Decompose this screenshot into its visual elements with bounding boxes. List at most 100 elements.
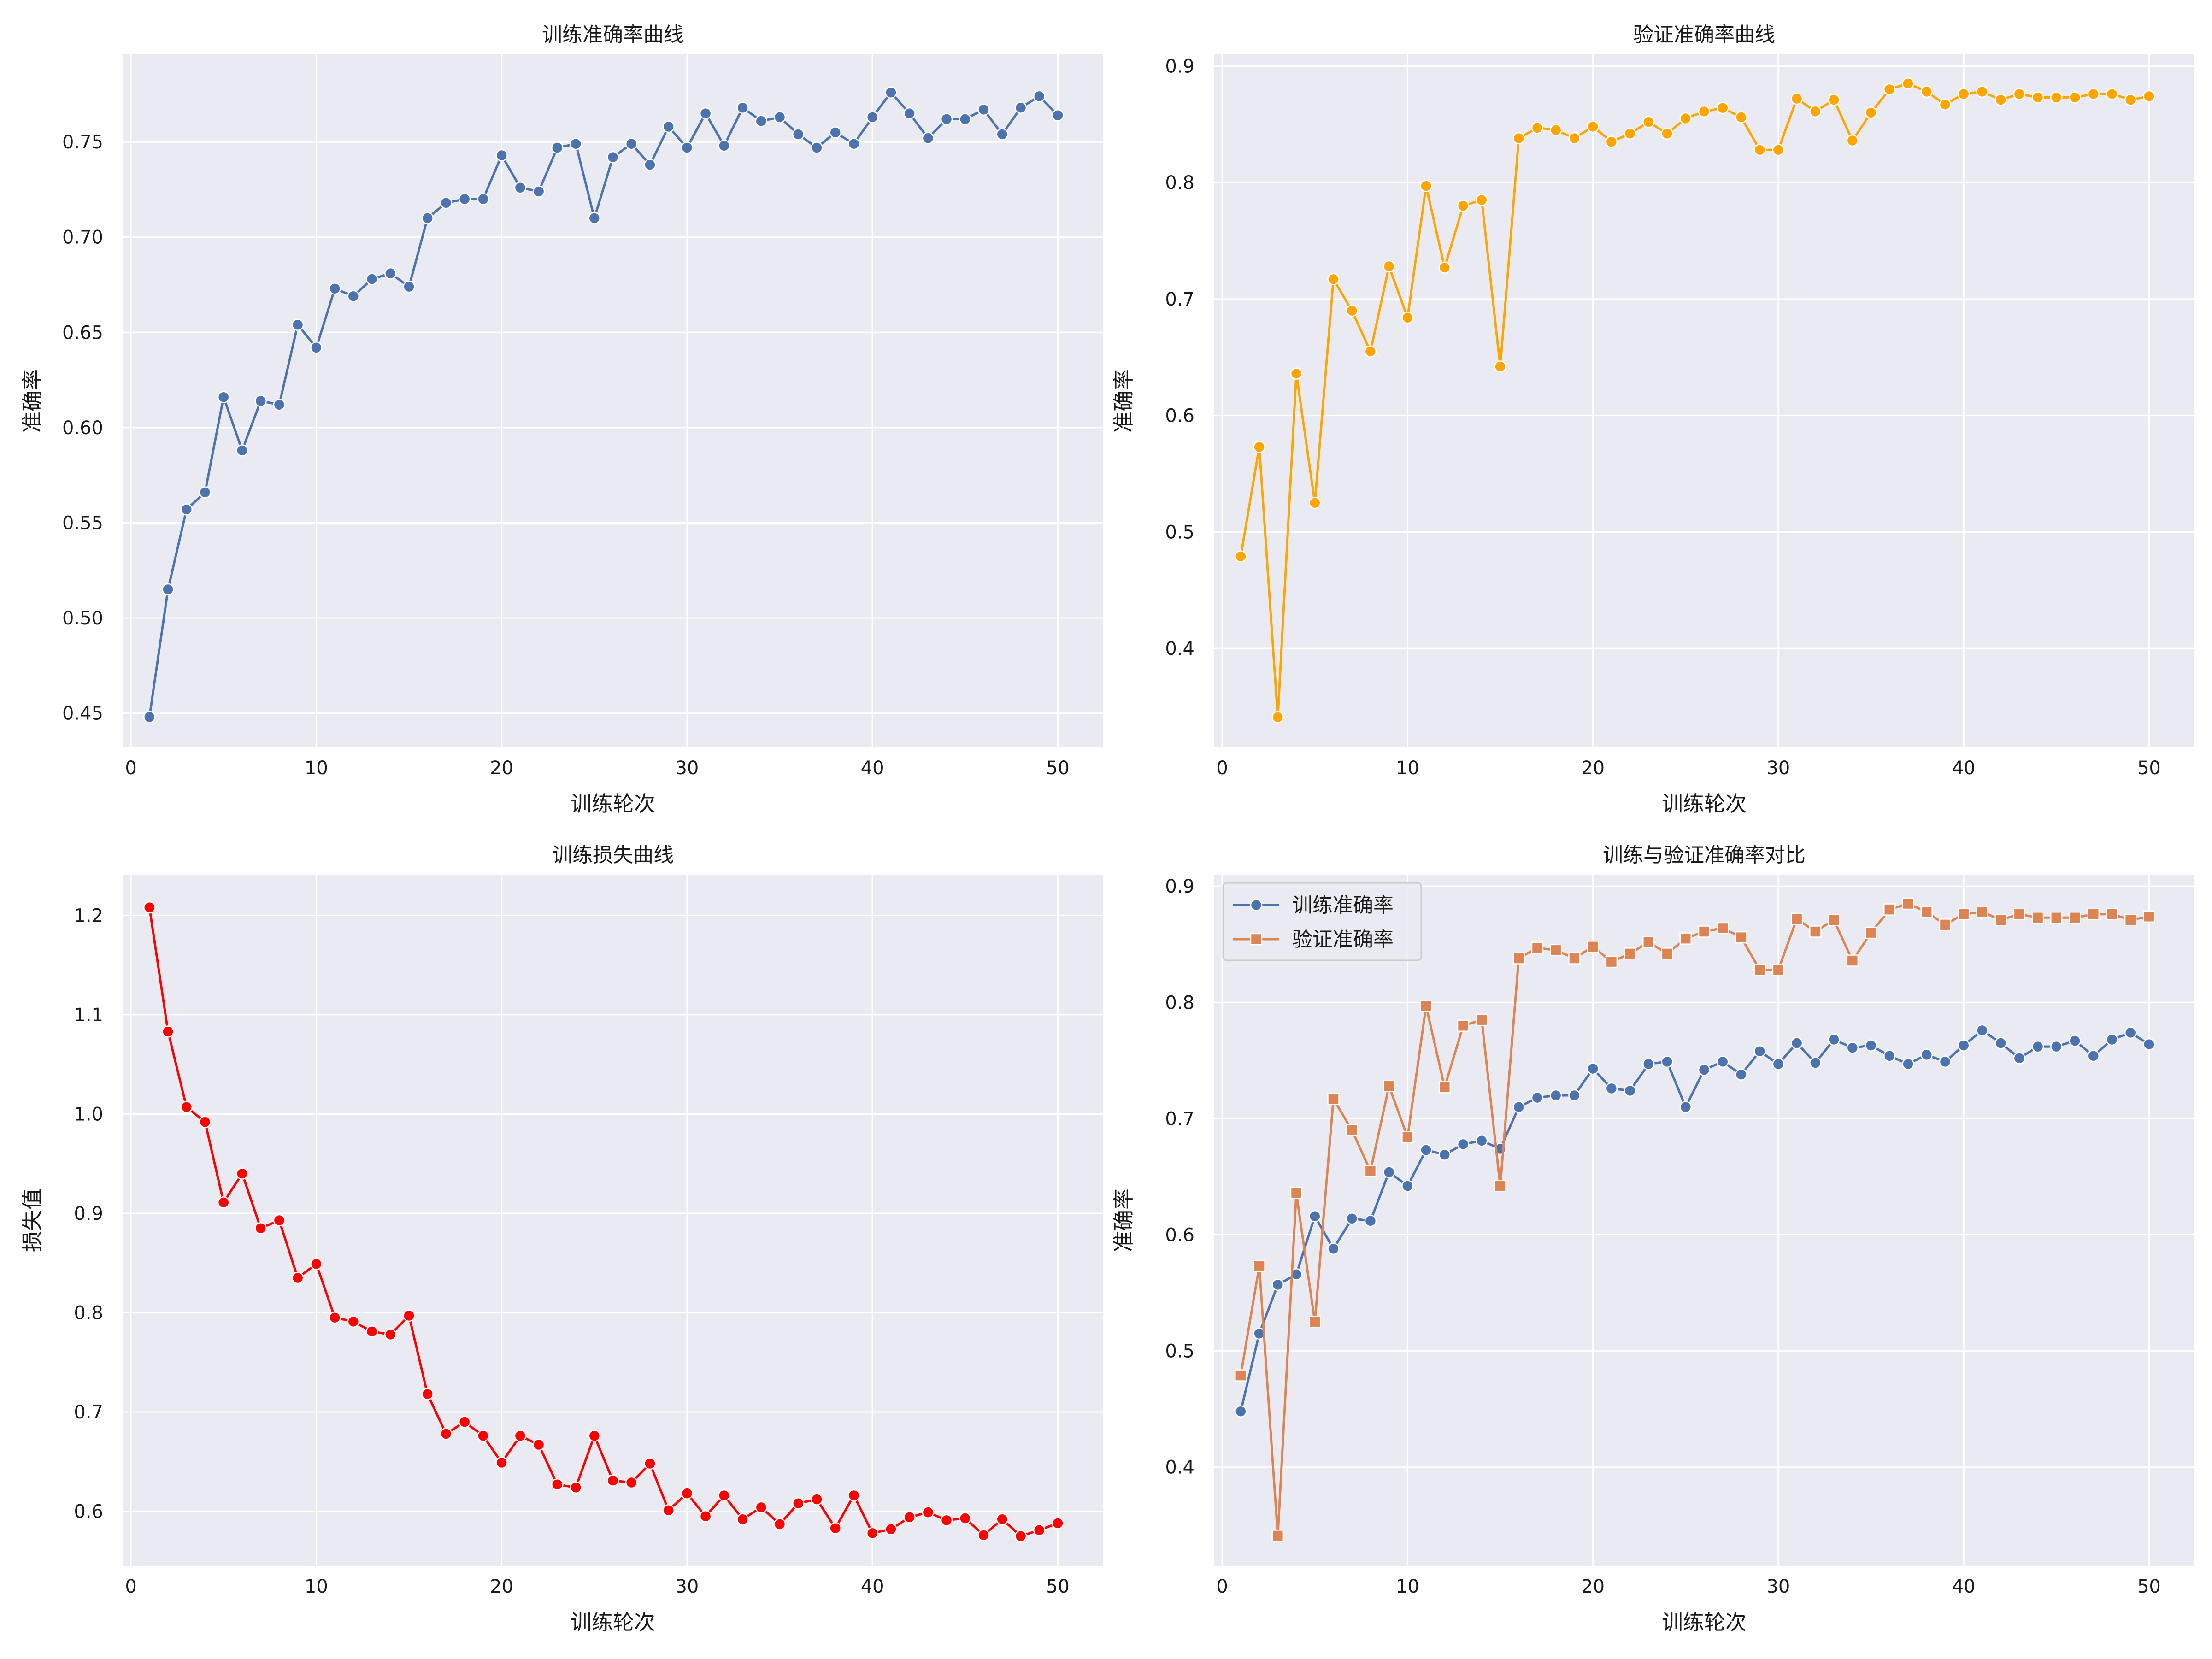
data-point [1549, 1089, 1562, 1102]
data-point [1790, 1037, 1803, 1049]
data-point [514, 181, 527, 194]
data-point [1568, 132, 1581, 145]
data-point [1308, 1210, 1321, 1223]
data-point [1994, 1037, 2007, 1049]
data-point [1790, 912, 1803, 925]
series-2 [1235, 897, 2155, 1542]
plot-area [1214, 54, 2194, 747]
chart-panel-2: 0 10 20 30 40 50 0.4 0.5 0.6 0.7 0.8 0.9 验证准确率曲线训练轮次… [1111, 23, 2194, 816]
y-tick-label: 0.55 [62, 512, 103, 534]
series-1 [1235, 1024, 2155, 1418]
data-point [1661, 947, 1673, 960]
data-point [1052, 109, 1064, 122]
data-point [996, 1513, 1009, 1525]
data-point [625, 1476, 638, 1489]
data-point [1679, 112, 1692, 125]
data-point [1531, 121, 1544, 134]
data-point [495, 149, 508, 162]
y-tick-label: 0.5 [1165, 1341, 1194, 1362]
data-point [1772, 964, 1785, 976]
y-tick-label: 0.70 [62, 227, 103, 248]
data-point [1512, 1100, 1525, 1113]
data-point [2143, 910, 2155, 923]
data-point [458, 193, 471, 206]
data-point [1512, 132, 1525, 145]
data-point [440, 197, 453, 209]
y-tick-label: 1.0 [74, 1104, 103, 1125]
data-point [1772, 1058, 1785, 1071]
y-tick-label: 0.75 [62, 132, 103, 153]
data-point [847, 1489, 860, 1502]
y-axis-label: 准确率 [1111, 369, 1136, 433]
series-1 [1235, 77, 2155, 724]
data-point [199, 1116, 212, 1128]
data-point [1531, 941, 1544, 954]
data-point [1420, 1000, 1432, 1012]
data-point [1364, 1215, 1377, 1227]
data-point [347, 290, 360, 302]
data-point [1735, 1068, 1747, 1081]
y-tick-label: 0.9 [74, 1203, 103, 1224]
data-point [1920, 1048, 1933, 1061]
data-point [310, 341, 323, 354]
x-tick-label: 30 [675, 1576, 699, 1597]
data-point [329, 1311, 341, 1324]
data-point [1346, 1212, 1358, 1225]
y-tick-label: 0.7 [1165, 289, 1194, 310]
data-point [1382, 1080, 1395, 1093]
data-point [1382, 1166, 1395, 1178]
data-point [885, 1523, 897, 1535]
legend-marker [1250, 933, 1263, 946]
data-point [2106, 88, 2118, 100]
data-point [1235, 1405, 1247, 1418]
data-point [1624, 947, 1636, 960]
data-point [1476, 1135, 1488, 1147]
y-axis-label: 损失值 [20, 1188, 45, 1252]
data-point [1587, 1062, 1599, 1075]
y-tick-label: 0.9 [1165, 876, 1194, 897]
data-point [1809, 1057, 1822, 1069]
data-point [1327, 1093, 1340, 1105]
y-tick-label: 0.5 [1165, 522, 1194, 543]
data-point [2143, 90, 2155, 103]
data-point [143, 901, 156, 914]
data-point [1939, 918, 1952, 931]
data-point [273, 399, 286, 411]
data-point [903, 1511, 916, 1524]
data-point [1438, 1081, 1451, 1094]
data-point [477, 193, 489, 206]
data-point [1661, 127, 1673, 140]
data-point [254, 394, 267, 407]
y-tick-label: 0.8 [74, 1302, 103, 1324]
data-point [1033, 1524, 1046, 1536]
x-tick-label: 10 [305, 1576, 328, 1597]
y-tick-label: 1.1 [74, 1005, 103, 1026]
data-point [1809, 925, 1822, 938]
data-point [681, 1487, 694, 1500]
data-point [829, 126, 841, 139]
data-point [365, 273, 378, 285]
data-point [811, 1493, 823, 1506]
data-point [996, 128, 1009, 141]
data-point [644, 1457, 656, 1470]
data-point [1846, 134, 1859, 147]
data-point [1920, 906, 1933, 918]
data-point [625, 137, 638, 150]
data-point [2013, 908, 2026, 920]
data-point [773, 111, 786, 124]
data-point [588, 1430, 601, 1442]
data-point [1253, 441, 1265, 453]
data-point [199, 486, 212, 499]
y-tick-label: 0.9 [1165, 56, 1194, 77]
plot-area [123, 54, 1103, 747]
data-point [2124, 1026, 2137, 1039]
data-point [1828, 1033, 1840, 1046]
data-point [1346, 1124, 1358, 1136]
data-point [310, 1258, 323, 1271]
chart-panel-1: 0 10 20 30 40 50 0.45 0.50 0.55 0.60 0.65 0.70 0.75 训… [20, 23, 1103, 816]
data-point [532, 1438, 545, 1451]
data-point [1290, 1187, 1303, 1200]
chart-title: 训练准确率曲线 [542, 23, 684, 47]
data-point [2106, 1033, 2118, 1046]
data-point [1642, 116, 1655, 128]
